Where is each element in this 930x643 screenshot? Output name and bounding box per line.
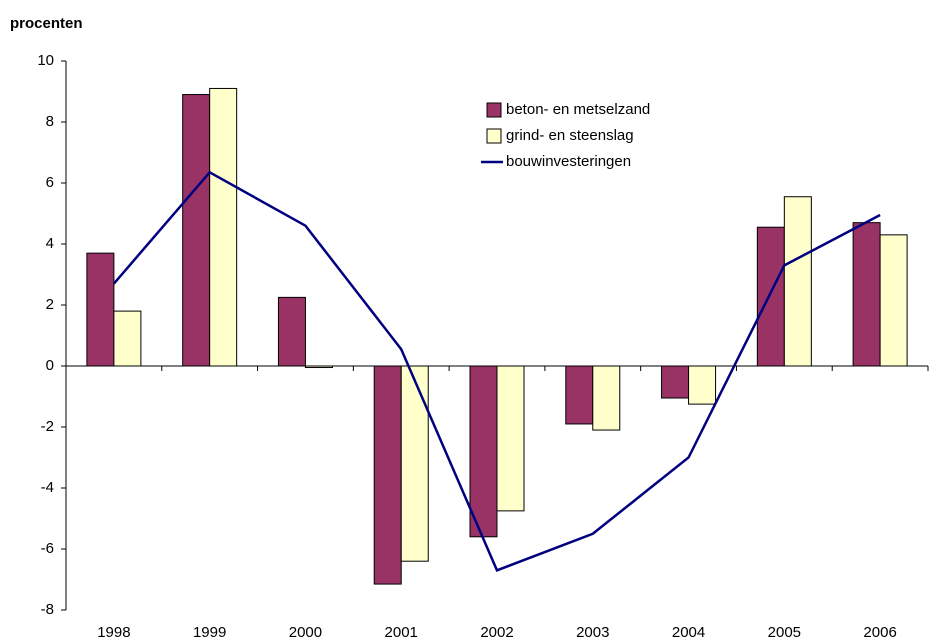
y-tick-label: 0 (46, 357, 54, 374)
y-tick-label: 4 (46, 235, 54, 252)
x-tick-label: 1999 (193, 624, 226, 641)
y-tick-label: -6 (41, 540, 54, 557)
legend-label: beton- en metselzand (506, 101, 650, 118)
y-tick-label: -8 (41, 601, 54, 618)
y-tick-label: 8 (46, 113, 54, 130)
bar (277, 296, 306, 367)
bar (86, 252, 115, 367)
bar (469, 365, 498, 538)
y-tick-label: -2 (41, 418, 54, 435)
y-tick-label: -4 (41, 479, 54, 496)
x-tick-label: 2000 (289, 624, 322, 641)
bar (688, 365, 717, 405)
bar (400, 365, 429, 562)
bar (783, 196, 812, 367)
bar (209, 87, 238, 367)
legend-label: grind- en steenslag (506, 127, 634, 144)
x-tick-label: 2001 (385, 624, 418, 641)
y-tick-label: 6 (46, 174, 54, 191)
bar (565, 365, 594, 425)
x-tick-label: 2003 (576, 624, 609, 641)
bar (592, 365, 621, 431)
bar (113, 310, 142, 367)
x-tick-label: 2006 (863, 624, 896, 641)
bar (496, 365, 525, 512)
legend-label: bouwinvesteringen (506, 153, 631, 170)
bar (756, 226, 785, 367)
x-tick-label: 2004 (672, 624, 705, 641)
bar (182, 94, 211, 367)
legend-swatch (486, 102, 502, 118)
line (112, 170, 881, 572)
x-tick-label: 2005 (768, 624, 801, 641)
bar (373, 365, 402, 585)
legend-swatch (486, 128, 502, 144)
x-tick-label: 1998 (97, 624, 130, 641)
bar (852, 222, 881, 367)
x-tick-label: 2002 (480, 624, 513, 641)
y-tick-label: 10 (37, 52, 54, 69)
bar (879, 234, 908, 367)
y-tick-label: 2 (46, 296, 54, 313)
bar (661, 365, 690, 399)
y-axis-label: procenten (10, 15, 83, 32)
